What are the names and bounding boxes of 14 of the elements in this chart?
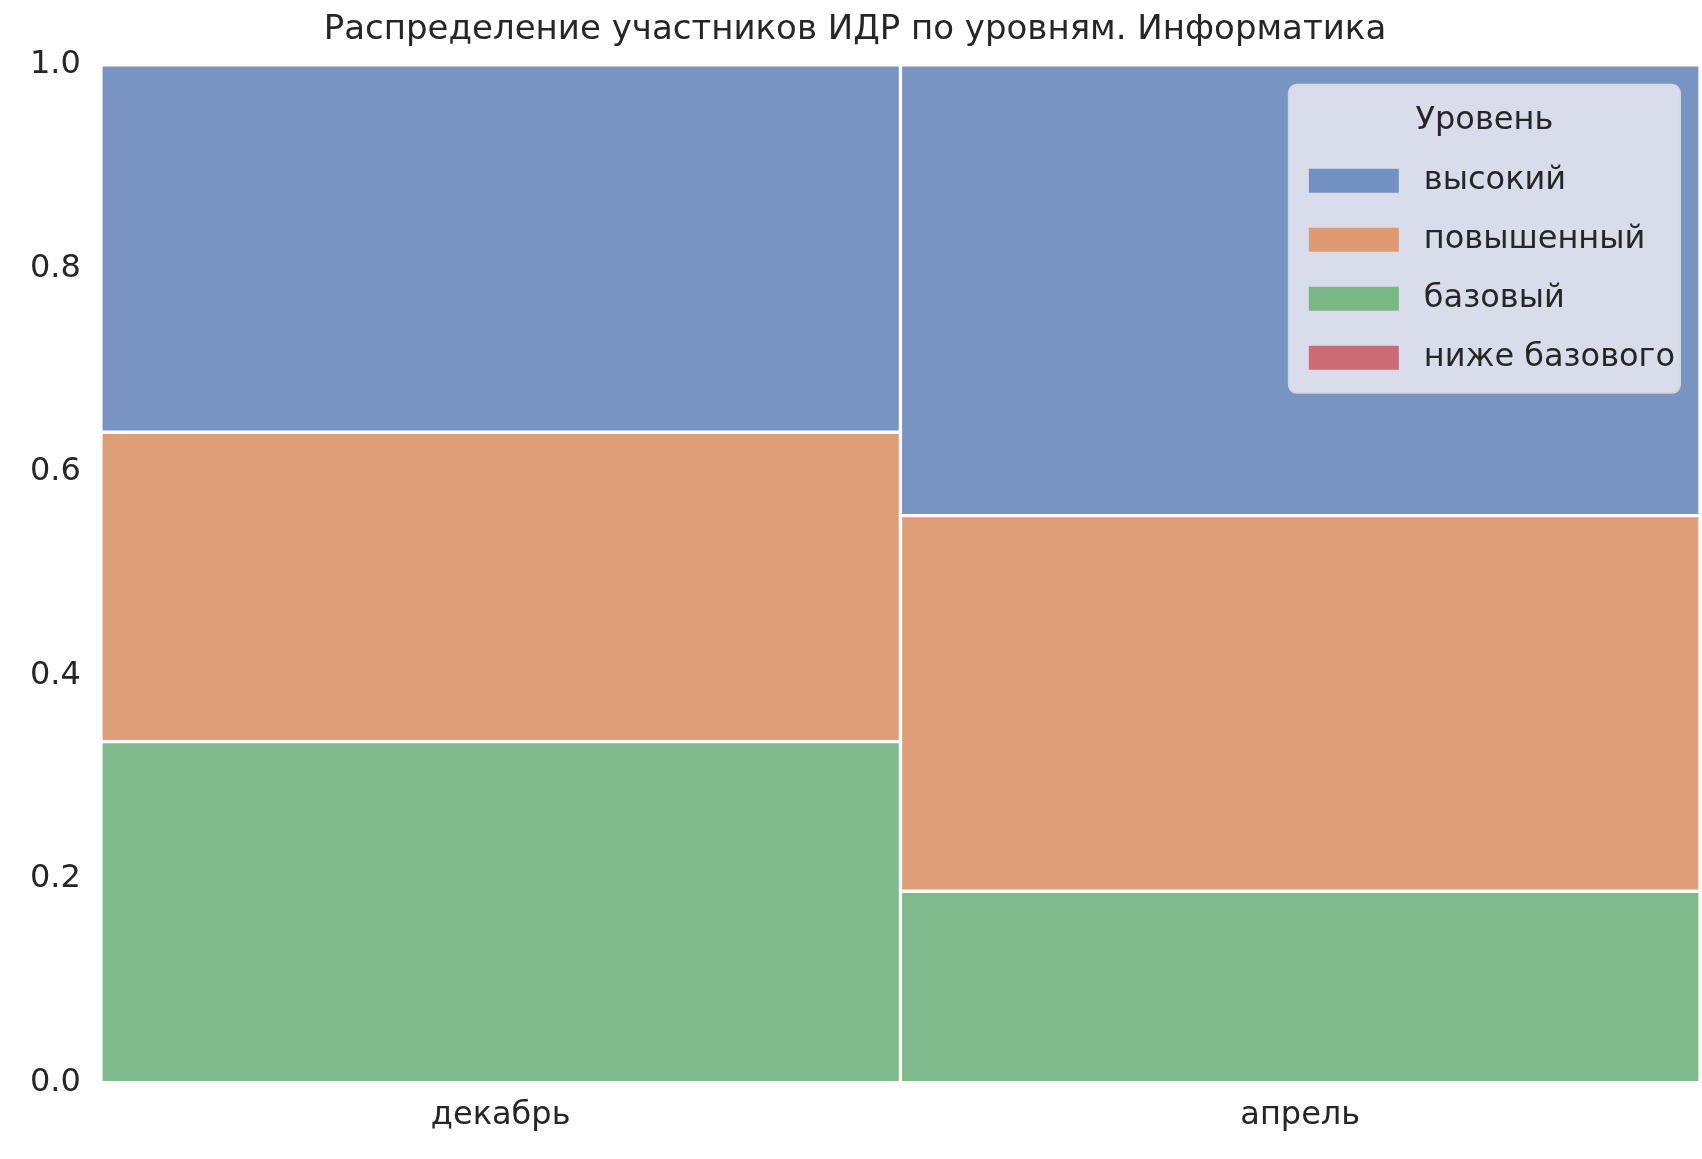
legend-label: высокий xyxy=(1423,159,1567,198)
y-tick-label: 0.4 xyxy=(30,653,81,692)
legend-label: повышенный xyxy=(1423,218,1646,257)
y-tick-label: 0.0 xyxy=(30,1060,81,1099)
x-tick-label: декабрь xyxy=(430,1094,571,1133)
x-tick-label: апрель xyxy=(1240,1094,1361,1133)
y-tick-label: 0.6 xyxy=(30,450,81,489)
y-tick-label: 1.0 xyxy=(30,43,81,82)
y-tick-label: 0.2 xyxy=(30,857,81,896)
legend-title: Уровень xyxy=(1415,99,1554,138)
legend-label: базовый xyxy=(1423,277,1565,316)
legend-label: ниже базового xyxy=(1423,336,1675,375)
y-tick-label: 0.8 xyxy=(30,246,81,285)
chart-title: Распределение участников ИДР по уровням. Информатика xyxy=(323,7,1387,48)
